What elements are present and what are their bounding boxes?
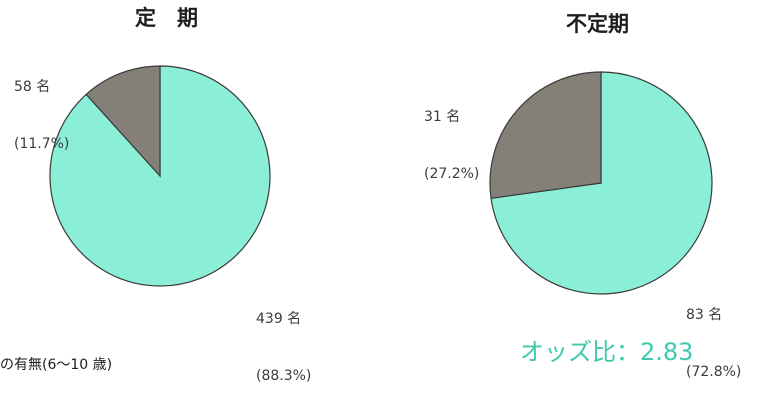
slice-label-irregular-minor: 31 名 (27.2%)	[424, 70, 479, 203]
percent-label: (11.7%)	[14, 136, 70, 152]
footnote-caption: の有無(6～10 歳)	[0, 357, 113, 373]
slice-label-regular-major: 439 名 (88.3%)	[256, 272, 311, 405]
percent-label: (88.3%)	[256, 368, 312, 384]
pie-slice-minor	[85, 65, 161, 178]
chart-title-irregular: 不定期	[566, 12, 629, 36]
chart-title-regular: 定 期	[135, 6, 198, 30]
odds-ratio: オッズ比：2.83	[520, 338, 694, 366]
pie-chart-regular	[49, 65, 271, 287]
slice-label-irregular-major: 83 名 (72.8%)	[686, 268, 741, 401]
count-label: 31 名	[424, 109, 461, 125]
pie-chart-irregular	[489, 71, 713, 295]
count-label: 58 名	[14, 79, 51, 95]
slice-label-regular-minor: 58 名 (11.7%)	[14, 40, 69, 173]
percent-label: (27.2%)	[424, 166, 480, 182]
count-label: 83 名	[686, 307, 723, 323]
percent-label: (72.8%)	[686, 364, 742, 380]
pie-slice-minor	[489, 71, 602, 199]
pie-charts	[49, 65, 713, 295]
count-label: 439 名	[256, 311, 302, 327]
